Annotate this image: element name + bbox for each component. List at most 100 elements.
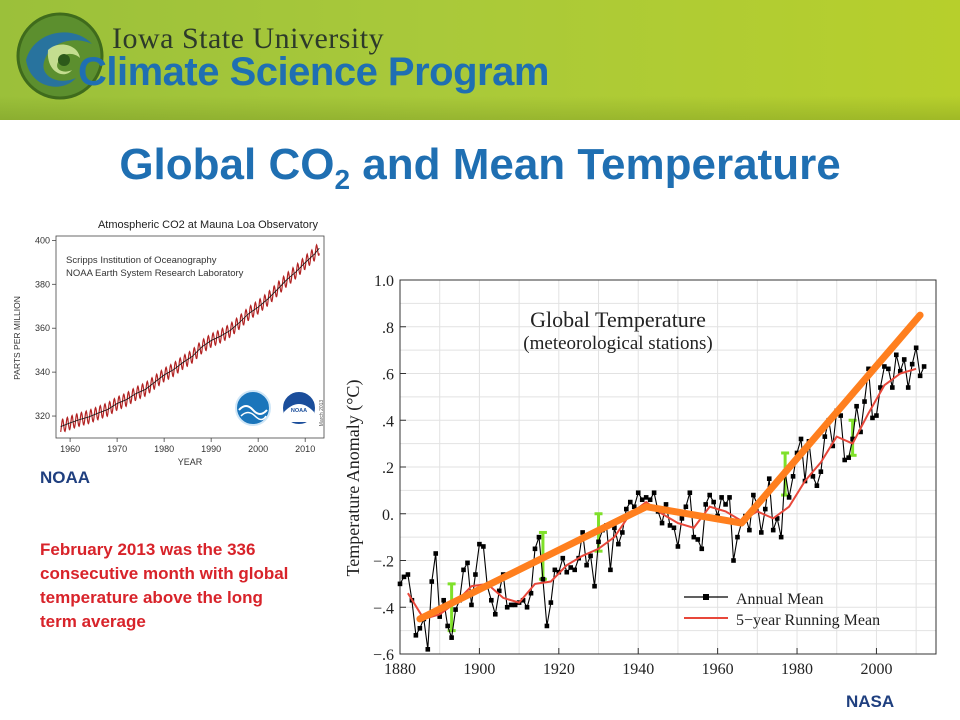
annual-mean-point: [413, 633, 419, 638]
annual-mean-point: [492, 611, 498, 617]
annual-mean-point: [429, 579, 435, 584]
annual-mean-point: [572, 567, 577, 573]
co2-x-tick-label: 1980: [154, 444, 174, 454]
annual-mean-point: [437, 614, 443, 619]
annual-mean-point: [731, 558, 736, 563]
co2-y-axis-label: PARTS PER MILLION: [12, 296, 22, 380]
annual-mean-point: [854, 403, 859, 409]
annual-mean-point: [747, 527, 752, 533]
annual-mean-point: [759, 530, 764, 535]
annual-mean-point: [627, 499, 633, 505]
annual-mean-point: [425, 647, 431, 652]
temperature-y-tick-label: −.4: [373, 600, 394, 617]
annual-mean-point: [711, 499, 716, 505]
co2-x-axis-label: YEAR: [178, 457, 203, 467]
annual-mean-point: [663, 502, 669, 507]
annual-mean-point: [616, 541, 621, 547]
annual-mean-point: [778, 534, 784, 540]
annual-mean-point: [548, 600, 554, 605]
slide-title: Global CO2 and Mean Temperature: [0, 140, 960, 196]
running-mean-line: [407, 367, 917, 621]
co2-x-tick-label: 2010: [295, 444, 315, 454]
temperature-chart-background: [342, 268, 948, 692]
temperature-y-tick-label: 0.: [382, 507, 394, 524]
annual-mean-point: [699, 546, 705, 552]
annual-mean-point: [770, 527, 776, 533]
annual-mean-point: [846, 455, 851, 460]
annual-mean-point: [862, 399, 867, 404]
annual-mean-point: [735, 534, 740, 540]
annual-mean-point: [691, 534, 697, 540]
annual-mean-point: [695, 537, 701, 542]
header-banner: Iowa State University Climate Science Pr…: [0, 0, 960, 120]
annual-mean-point: [635, 490, 641, 496]
annual-mean-point: [461, 567, 466, 573]
annual-mean-point: [727, 495, 732, 500]
co2-trend-line: [60, 247, 320, 427]
annual-mean-point: [794, 450, 800, 456]
annual-mean-point: [596, 539, 601, 545]
title-rest: and Mean Temperature: [350, 140, 841, 189]
annual-mean-point: [723, 502, 728, 507]
annual-mean-point: [536, 534, 542, 540]
temperature-y-axis-label: Temperature Anomaly (°C): [343, 380, 364, 577]
annual-mean-point: [433, 551, 439, 556]
annual-mean-point: [893, 352, 899, 358]
title-subscript: 2: [334, 163, 351, 195]
annual-mean-point: [608, 567, 613, 573]
co2-x-tick-label: 1960: [60, 444, 80, 454]
annual-mean-point: [405, 572, 411, 577]
co2-y-tick-label: 360: [35, 323, 50, 333]
co2-plot-frame: [55, 235, 325, 439]
trend-overlay-line: [416, 311, 924, 623]
annual-mean-point: [810, 474, 816, 479]
program-name: Climate Science Program: [78, 50, 549, 94]
legend-annual-marker: [703, 594, 709, 600]
temperature-chart: −.6 −.4 −.2 0. .2 .4 .6 .8 1.0 1880 1900 1920 1940 19…: [342, 268, 948, 692]
annual-mean-point: [897, 368, 903, 374]
temperature-x-tick-label: 1880: [384, 661, 416, 678]
temperature-x-tick-label: 1900: [463, 661, 495, 678]
annual-mean-point: [441, 597, 446, 603]
annual-mean-point: [532, 546, 538, 552]
temperature-y-tick-label: −.2: [373, 554, 394, 571]
annual-mean-point: [552, 567, 558, 573]
co2-chart-background: [8, 208, 334, 470]
annual-mean-point: [453, 607, 458, 612]
annual-mean-point: [564, 569, 570, 575]
annual-mean-point: [886, 366, 891, 372]
co2-x-tick-label: 1990: [201, 444, 221, 454]
annual-mean-point: [540, 576, 546, 582]
temperature-x-tick-label: 2000: [860, 661, 892, 678]
annual-mean-point: [512, 602, 518, 608]
annual-mean-point: [675, 544, 681, 549]
annual-mean-point: [921, 364, 927, 369]
university-name: Iowa State University: [112, 22, 385, 55]
annual-mean-point: [842, 457, 847, 463]
annual-mean-point: [667, 523, 673, 528]
svg-text:NOAA: NOAA: [291, 408, 307, 414]
annual-mean-point: [580, 530, 585, 535]
annual-mean-point: [822, 434, 828, 439]
temperature-x-tick-label: 1940: [622, 661, 654, 678]
co2-series-line: [60, 243, 320, 433]
annual-mean-point: [465, 560, 470, 566]
co2-chart-title: Atmospheric CO2 at Mauna Loa Observatory: [98, 219, 319, 231]
temperature-y-tick-label: 1.0: [374, 273, 394, 290]
globe-swirl-logo: [16, 12, 104, 100]
temperature-legend: Annual Mean 5−year Running Mean: [684, 591, 880, 629]
co2-subtitle-2: NOAA Earth System Research Laboratory: [66, 268, 244, 279]
annual-mean-point: [814, 483, 820, 488]
annual-mean-point: [520, 597, 526, 603]
temperature-x-tick-label: 1920: [543, 661, 575, 678]
annual-mean-point: [477, 541, 482, 547]
annual-mean-point: [703, 502, 709, 507]
temperature-x-tick-label: 1980: [781, 661, 813, 678]
co2-chart: Atmospheric CO2 at Mauna Loa Observatory…: [8, 208, 334, 470]
annual-mean-point: [786, 495, 792, 500]
temperature-note: February 2013 was the 336 consecutive mo…: [40, 540, 289, 631]
annual-mean-point: [528, 590, 534, 596]
annual-mean-point: [624, 506, 629, 512]
annual-mean-point: [671, 525, 677, 531]
co2-subtitle-1: Scripps Institution of Oceanography: [66, 255, 217, 266]
